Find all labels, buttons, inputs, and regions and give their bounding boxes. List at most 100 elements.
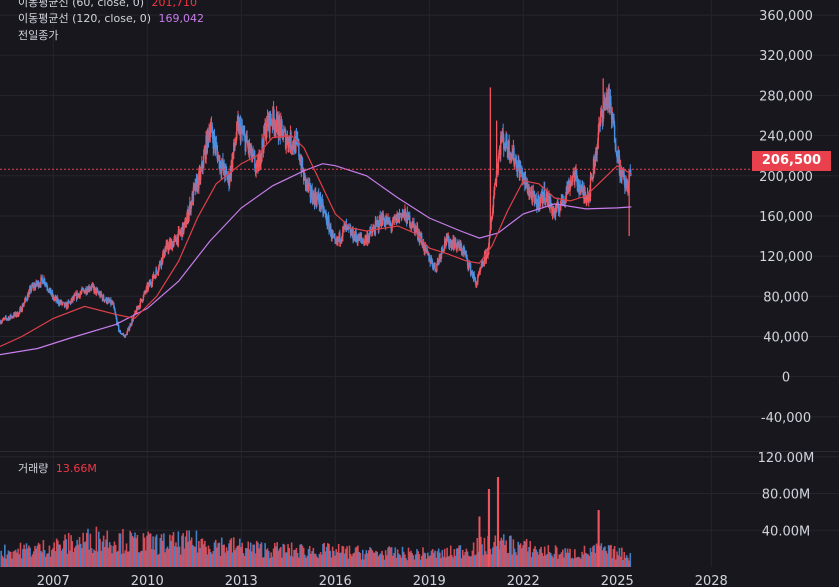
volume-bar bbox=[387, 547, 389, 567]
candle-body bbox=[158, 264, 160, 270]
volume-bar bbox=[261, 557, 264, 567]
candle-body bbox=[263, 126, 265, 150]
candle-body bbox=[413, 222, 415, 226]
candle-body bbox=[128, 327, 131, 331]
legend-ma60[interactable]: 이동평균선 (60, close, 0) 201,710 bbox=[18, 0, 201, 10]
volume-bar bbox=[559, 553, 562, 567]
candle-body bbox=[492, 207, 494, 216]
candle-body bbox=[615, 151, 618, 155]
volume-bar bbox=[95, 526, 98, 567]
volume-bar bbox=[8, 551, 11, 567]
candle-body bbox=[164, 250, 166, 256]
volume-bar bbox=[141, 550, 144, 567]
volume-bar bbox=[153, 549, 156, 567]
volume-bar bbox=[330, 557, 333, 567]
volume-bar bbox=[617, 555, 620, 567]
candle-body bbox=[387, 217, 390, 224]
candle-body bbox=[315, 192, 317, 201]
candle-body bbox=[28, 288, 31, 292]
volume-bar bbox=[494, 535, 497, 567]
candle-body bbox=[498, 152, 500, 159]
candle-body bbox=[372, 227, 374, 230]
volume-bar bbox=[466, 551, 469, 567]
volume-bar bbox=[179, 554, 182, 567]
candle-body bbox=[54, 298, 56, 299]
volume-bar bbox=[255, 540, 258, 567]
candle-body bbox=[463, 248, 465, 250]
volume-bar bbox=[48, 545, 51, 567]
volume-bar bbox=[213, 542, 216, 567]
volume-bar bbox=[40, 550, 42, 567]
volume-bar bbox=[464, 552, 466, 567]
candle-body bbox=[318, 194, 320, 202]
volume-bar bbox=[541, 552, 544, 567]
volume-bar bbox=[333, 550, 335, 567]
volume-bar bbox=[317, 558, 319, 567]
candle-body bbox=[42, 283, 45, 285]
legend-ma120[interactable]: 이동평균선 (120, close, 0) 169,042 bbox=[18, 10, 208, 26]
legend-volume[interactable]: 거래량 13.66M bbox=[18, 460, 101, 476]
volume-bar bbox=[588, 555, 591, 567]
volume-bar bbox=[430, 550, 433, 567]
volume-bar bbox=[373, 552, 376, 567]
volume-bar bbox=[98, 531, 100, 567]
candle-body bbox=[333, 235, 335, 237]
candle-body bbox=[623, 176, 625, 180]
candle-body bbox=[610, 102, 612, 113]
candle-body bbox=[331, 231, 334, 236]
candle-body bbox=[410, 224, 413, 227]
candle-body bbox=[510, 153, 512, 160]
candle-body bbox=[236, 122, 238, 139]
volume-bar bbox=[246, 548, 248, 567]
volume-bars bbox=[0, 477, 632, 567]
candle-body bbox=[295, 136, 298, 138]
candle-body bbox=[187, 215, 190, 222]
candle-body bbox=[593, 158, 595, 169]
candle-body bbox=[430, 262, 432, 264]
volume-bar bbox=[394, 547, 397, 567]
candle-body bbox=[303, 173, 305, 181]
volume-bar bbox=[300, 543, 303, 567]
candle-body bbox=[616, 154, 618, 158]
candle-body bbox=[438, 256, 440, 263]
candle-body bbox=[203, 152, 205, 156]
candle-body bbox=[627, 181, 630, 191]
legend-ma60-label: 이동평균선 (60, close, 0) bbox=[18, 0, 144, 9]
candle-body bbox=[596, 145, 598, 155]
candle-body bbox=[93, 287, 96, 292]
candle-body bbox=[431, 259, 433, 263]
candle-body bbox=[407, 211, 409, 213]
volume-bar bbox=[587, 554, 589, 567]
volume-bar bbox=[163, 533, 165, 567]
volume-bar bbox=[369, 547, 371, 567]
candle-body bbox=[253, 154, 255, 157]
candle-body bbox=[527, 194, 530, 195]
candle-body bbox=[362, 240, 364, 242]
candle-body bbox=[225, 166, 227, 170]
volume-bar bbox=[134, 532, 136, 567]
candle-body bbox=[609, 97, 612, 103]
volume-bar bbox=[613, 546, 616, 567]
volume-bar bbox=[161, 540, 164, 567]
candle-body bbox=[185, 223, 187, 228]
volume-bar bbox=[63, 540, 65, 567]
candle-body bbox=[72, 297, 74, 301]
candle-body bbox=[415, 229, 418, 231]
volume-bar bbox=[335, 549, 338, 567]
volume-bar bbox=[595, 543, 598, 567]
legend-prev-close[interactable]: 전일종가 bbox=[18, 27, 62, 43]
candle-body bbox=[286, 136, 289, 145]
candle-body bbox=[152, 274, 155, 278]
candle-body bbox=[131, 319, 133, 325]
volume-bar bbox=[521, 548, 523, 567]
candle-body bbox=[224, 166, 227, 178]
candle-body bbox=[175, 237, 177, 242]
candle-body bbox=[460, 243, 462, 247]
candle-body bbox=[356, 237, 358, 239]
candle-body bbox=[545, 199, 547, 201]
candle-body bbox=[374, 220, 377, 234]
candle-body bbox=[119, 331, 122, 334]
volume-spike-bar bbox=[487, 488, 490, 567]
candle-body bbox=[266, 116, 269, 121]
